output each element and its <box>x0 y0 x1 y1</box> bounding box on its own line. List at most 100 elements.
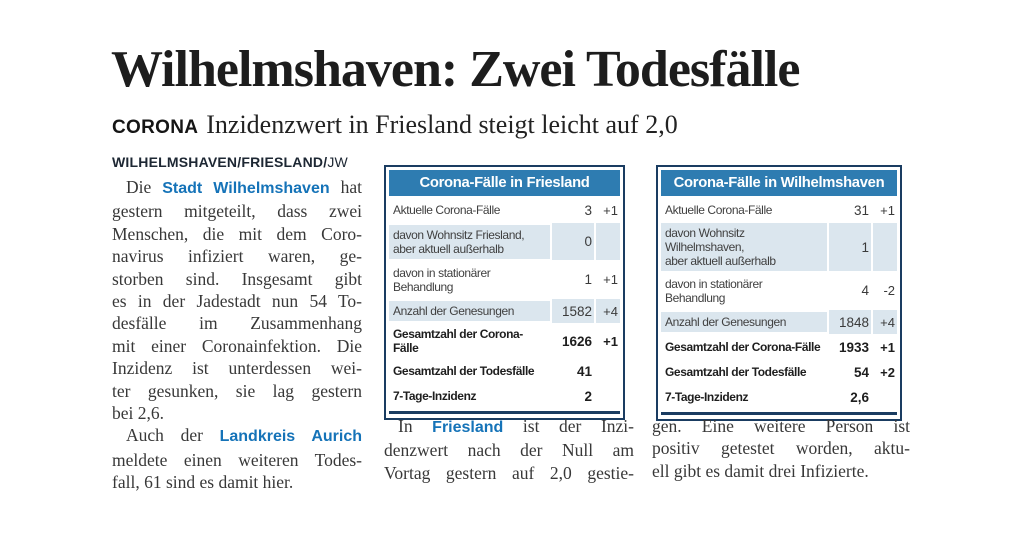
row-delta: +1 <box>880 339 895 355</box>
article-text: Die <box>126 177 163 197</box>
row-label-text: Gesamtzahl der Todesfälle <box>665 365 807 379</box>
row-value: 1582 <box>552 299 594 323</box>
table-bottom-rule <box>661 412 897 415</box>
row-value: 2,6 <box>850 389 869 405</box>
row-label-line: aber aktuell außerhalb <box>393 241 504 256</box>
table-row: Gesamtzahl der Corona-Fälle 1626 +1 <box>389 324 620 358</box>
table-row: 7-Tage-Inzidenz 2,6 <box>661 385 897 409</box>
row-label-text: davon in stationärer Behandlung <box>665 276 763 305</box>
article-text: ter gesunken, sie lag gestern <box>112 380 362 401</box>
row-label-line: Gesamtzahl der Todesfälle <box>665 365 807 379</box>
article-text-block: gen. Eine weitere Person ist positiv gete… <box>652 415 910 482</box>
row-value: 41 <box>576 363 592 379</box>
row-value: 4 <box>861 283 869 298</box>
row-label-line: 7-Tage-Inzidenz <box>665 390 749 404</box>
article-line: ell gibt es damit drei Infizierte. <box>652 460 910 482</box>
article-line: In Friesland ist der Inzi- <box>384 415 634 439</box>
article-line: Menschen, die mit dem Coro- <box>112 223 362 245</box>
row-label: davon in stationärer Behandlung <box>389 263 550 297</box>
row-value: 1933 <box>838 339 869 355</box>
row-delta: +1 <box>603 272 618 287</box>
article-line: ter gesunken, sie lag gestern <box>112 380 362 402</box>
row-label-line: davon Wohnsitz Friesland, <box>393 227 525 242</box>
article-text: Inzidenz ist unterdessen wei- <box>112 358 362 379</box>
row-label-text: davon Wohnsitz Wilhelmshaven, aber aktuel… <box>665 226 825 268</box>
article-text: denzwert nach der Null am <box>384 440 634 461</box>
article-line: storben sind. Insgesamt gibt <box>112 268 362 290</box>
row-delta <box>596 223 620 260</box>
table-title: Corona-Fälle in Wilhelmshaven <box>661 170 897 196</box>
article-text: gen. Eine weitere Person ist <box>652 416 910 436</box>
subtitle: Inzidenzwert in Friesland steigt leicht … <box>206 110 678 139</box>
row-value: 1848 <box>829 310 871 334</box>
article-text: hat <box>329 177 362 197</box>
place-name-accent: Stadt Wilhelmshaven <box>162 180 330 197</box>
article-line: Inzidenz ist unterdessen wei- <box>112 357 362 379</box>
row-label-line: Aktuelle Corona-Fälle <box>393 203 500 217</box>
place-name-accent: Landkreis Aurich <box>219 428 362 446</box>
row-label-text: Aktuelle Corona-Fälle <box>393 203 500 217</box>
row-label-line: Gesamtzahl der Corona-Fälle <box>665 340 821 354</box>
article-text: ell gibt es damit drei Infizierte. <box>652 460 869 481</box>
row-label-line: davon Wohnsitz Wilhelmshaven, <box>665 226 745 254</box>
row-label: Aktuelle Corona-Fälle <box>389 200 550 220</box>
article-line: fall, 61 sind es damit hier. <box>112 471 362 493</box>
article-line: mit einer Coronainfektion. Die <box>112 335 362 357</box>
row-value: 1 <box>829 223 871 271</box>
article-line: Vortag gestern auf 2,0 gestie- <box>384 462 634 484</box>
row-label-text: davon in stationärer Behandlung <box>393 265 491 294</box>
byline: WILHELMSHAVEN/FRIESLAND/JW <box>112 152 362 172</box>
article-text-block: Die Stadt Wilhelmshaven hat gestern mitge… <box>112 176 362 494</box>
headline: Wilhelmshaven: Zwei Todesfälle <box>111 41 800 98</box>
row-label-line: Anzahl der Genesungen <box>393 304 515 318</box>
article-text: fall, 61 sind es damit hier. <box>112 472 294 493</box>
row-value: 31 <box>853 202 869 218</box>
row-label: davon in stationärer Behandlung <box>661 274 827 308</box>
row-label: Anzahl der Genesungen <box>389 301 550 321</box>
article-line: gen. Eine weitere Person ist <box>652 415 910 437</box>
row-delta <box>596 359 620 383</box>
article-text: es in der Jadestadt nun 54 To- <box>112 291 362 312</box>
table-row: davon Wohnsitz Friesland, aber aktuell au… <box>389 223 620 260</box>
table-row: davon in stationärer Behandlung 1 +1 <box>389 261 620 298</box>
article-line: gestern mitgeteilt, dass zwei <box>112 200 362 222</box>
row-label-line: Aktuelle Corona-Fälle <box>665 203 772 217</box>
article-text: gestern mitgeteilt, dass zwei <box>112 201 362 222</box>
table-row: davon Wohnsitz Wilhelmshaven, aber aktuel… <box>661 223 897 271</box>
article-text: navirus infiziert waren, ge- <box>112 246 362 267</box>
row-label: Gesamtzahl der Todesfälle <box>661 362 827 382</box>
row-value: 1626 <box>561 333 592 349</box>
row-label: Gesamtzahl der Corona-Fälle <box>389 324 550 358</box>
article-text: bei 2,6. <box>112 403 165 424</box>
article-line: Auch der Landkreis Aurich <box>112 424 362 448</box>
row-label: 7-Tage-Inzidenz <box>389 386 550 406</box>
row-label-text: Aktuelle Corona-Fälle <box>665 203 772 217</box>
row-label: davon Wohnsitz Wilhelmshaven, aber aktuel… <box>661 223 827 271</box>
row-delta: +1 <box>603 333 618 349</box>
article-line: denzwert nach der Null am <box>384 439 634 461</box>
article-line: desfälle im Zusammenhang <box>112 312 362 334</box>
article-text: Auch der <box>126 425 220 446</box>
row-label-text: Anzahl der Genesungen <box>393 304 514 318</box>
article-text: desfälle im Zusammenhang <box>112 313 362 334</box>
row-label: Gesamtzahl der Corona-Fälle <box>661 337 827 357</box>
row-label-line: davon in stationärer <box>393 265 491 280</box>
table-corona-wilhelmshaven: Corona-Fälle in Wilhelmshaven Aktuelle Co… <box>656 165 902 421</box>
article-line: es in der Jadestadt nun 54 To- <box>112 290 362 312</box>
table-row: Aktuelle Corona-Fälle 3 +1 <box>389 198 620 222</box>
place-name-accent: Friesland <box>432 419 504 436</box>
row-delta <box>596 384 620 408</box>
row-label-line: Behandlung <box>393 279 454 294</box>
table-corona-friesland: Corona-Fälle in Friesland Aktuelle Corona… <box>384 165 625 420</box>
row-label-text: davon Wohnsitz Friesland, aber aktuell au… <box>393 227 525 256</box>
article-text: Menschen, die mit dem Coro- <box>112 223 362 244</box>
row-label-line: Anzahl der Genesungen <box>665 315 787 329</box>
row-label-text: Gesamtzahl der Corona-Fälle <box>665 340 821 354</box>
row-label: Anzahl der Genesungen <box>661 312 827 332</box>
table-row: Gesamtzahl der Todesfälle 54 +2 <box>661 360 897 384</box>
article-line: positiv getestet worden, aktu- <box>652 437 910 459</box>
article-line: Die Stadt Wilhelmshaven hat <box>112 176 362 200</box>
row-label-line: 7-Tage-Inzidenz <box>393 389 477 403</box>
row-label-line: davon in stationärer <box>665 276 763 291</box>
